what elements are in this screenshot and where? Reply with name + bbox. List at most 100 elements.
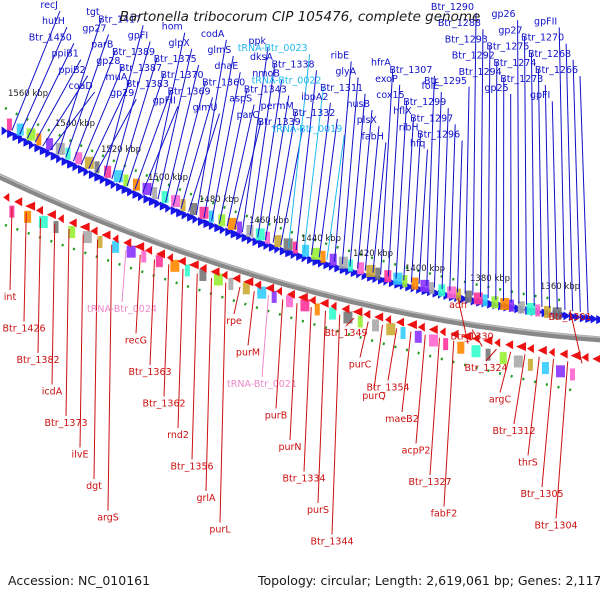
reverse-gene-arrow (417, 322, 425, 332)
reverse-gene-arrow (592, 355, 600, 363)
reverse-label-leader (303, 307, 312, 472)
forward-gene-label: tRNA-Btr_0023 (238, 43, 308, 54)
reverse-gene-arrow (494, 338, 501, 348)
forward-gene-label: gpFI (128, 31, 148, 42)
feature-block (170, 259, 180, 272)
reverse-gene-arrow (341, 304, 350, 314)
reverse-gene-label: Btr_1324 (464, 363, 507, 374)
forward-gene-arrow (165, 203, 172, 213)
reverse-label-leader (471, 329, 483, 347)
forward-label-leader (134, 90, 172, 190)
feature-block (320, 250, 326, 263)
feature-block (271, 290, 277, 303)
reverse-gene-arrow (439, 327, 446, 337)
forward-label-leader (272, 111, 297, 243)
reverse-gene-label: Btr_1373 (44, 418, 87, 429)
feature-block (517, 301, 525, 314)
reverse-gene-label: Btr_1362 (142, 399, 185, 410)
forward-gene-label: ppiB2 (58, 65, 85, 76)
reverse-gene-label: recG (125, 336, 147, 347)
feature-block (65, 147, 71, 160)
forward-gene-label: Btr_1375 (154, 54, 197, 65)
forward-gene-arrow (148, 196, 159, 206)
reverse-gene-label: Btr_1334 (282, 474, 325, 485)
forward-gene-label: Btr_1274 (493, 58, 536, 69)
forward-label-leader (103, 25, 144, 176)
forward-label-leader (195, 39, 227, 215)
forward-gene-arrow (7, 129, 16, 139)
forward-gene-label: Btr_1307 (389, 65, 432, 76)
feature-block (161, 191, 169, 204)
kbp-tick-label: 1420 kbp (353, 249, 393, 259)
forward-gene-label: Btr_1417 (98, 14, 141, 25)
reverse-gene-arrow (406, 320, 417, 330)
reverse-label-leader (79, 234, 84, 448)
forward-gene-label: Btr_1332 (292, 108, 335, 119)
reverse-gene-arrow (286, 289, 295, 299)
reverse-gene-arrow (79, 222, 90, 232)
reverse-gene-label: purB (265, 411, 287, 422)
reverse-label-leader (219, 282, 227, 523)
forward-gene-arrow (154, 199, 162, 209)
forward-gene-label: aspS (229, 94, 252, 105)
reverse-label-leader (93, 239, 98, 480)
forward-label-leader (579, 75, 589, 313)
reverse-gene-label: Btr_1382 (16, 355, 59, 366)
forward-gene-arrow (574, 312, 581, 322)
reverse-gene-arrow (581, 352, 589, 362)
forward-gene-label: Btr_1369 (167, 86, 210, 97)
forward-gene-arrow (61, 157, 70, 167)
reverse-label-leader (373, 324, 383, 390)
forward-label-leader (172, 81, 207, 206)
reverse-gene-arrow (232, 273, 241, 283)
topology-summary: Topology: circular; Length: 2,619,061 bp… (258, 573, 600, 588)
feature-block (123, 174, 129, 187)
reverse-gene-label: purL (209, 525, 231, 536)
feature-block (38, 215, 48, 228)
forward-gene-label: glpX (169, 38, 191, 49)
forward-gene-arrow (56, 154, 63, 164)
feature-block (569, 368, 575, 381)
feature-block (464, 290, 472, 303)
feature-block (384, 270, 392, 283)
forward-label-leader (11, 10, 61, 131)
kbp-tick-label: 1540 kbp (55, 119, 95, 129)
forward-label-leader (149, 32, 186, 197)
forward-gene-label: tRNA-Btr_0019 (272, 124, 342, 135)
forward-gene-arrow (39, 146, 50, 156)
forward-label-leader (303, 86, 324, 253)
feature-block (400, 327, 406, 340)
feature-block (84, 156, 94, 169)
reverse-gene-label: maeB2 (385, 414, 418, 425)
forward-gene-arrow (247, 235, 254, 245)
forward-label-leader (341, 77, 359, 265)
forward-gene-label: Btr_1295 (424, 76, 467, 87)
reverse-label-leader (135, 254, 141, 334)
forward-gene-label: codA (201, 29, 225, 40)
forward-gene-label: coaD (68, 81, 92, 92)
forward-gene-arrow (45, 148, 53, 158)
forward-gene-arrow (192, 214, 199, 224)
genome-title: Bartonella tribocorum CIP 105476, comple… (119, 9, 481, 25)
forward-label-leader (287, 54, 311, 248)
forward-label-leader (524, 36, 528, 305)
forward-gene-arrow (225, 227, 234, 237)
reverse-gene-arrow (265, 283, 275, 293)
forward-gene-arrow (99, 175, 107, 185)
forward-gene-track (1, 118, 600, 381)
forward-gene-label: Btr_1293 (445, 34, 488, 45)
backbone-highlight (0, 173, 600, 339)
forward-label-leader (510, 93, 512, 303)
reverse-label-leader (331, 314, 341, 535)
feature-block (509, 299, 515, 312)
reverse-label-leader (387, 328, 398, 381)
feature-block (302, 244, 310, 257)
outer-tick-ring (4, 106, 561, 302)
forward-gene-label: parC (237, 110, 260, 121)
reverse-label-leader (65, 228, 70, 417)
feature-block (26, 128, 36, 141)
feature-block (329, 307, 337, 320)
forward-gene-label: folE (422, 81, 440, 92)
forward-gene-arrow (219, 225, 226, 235)
